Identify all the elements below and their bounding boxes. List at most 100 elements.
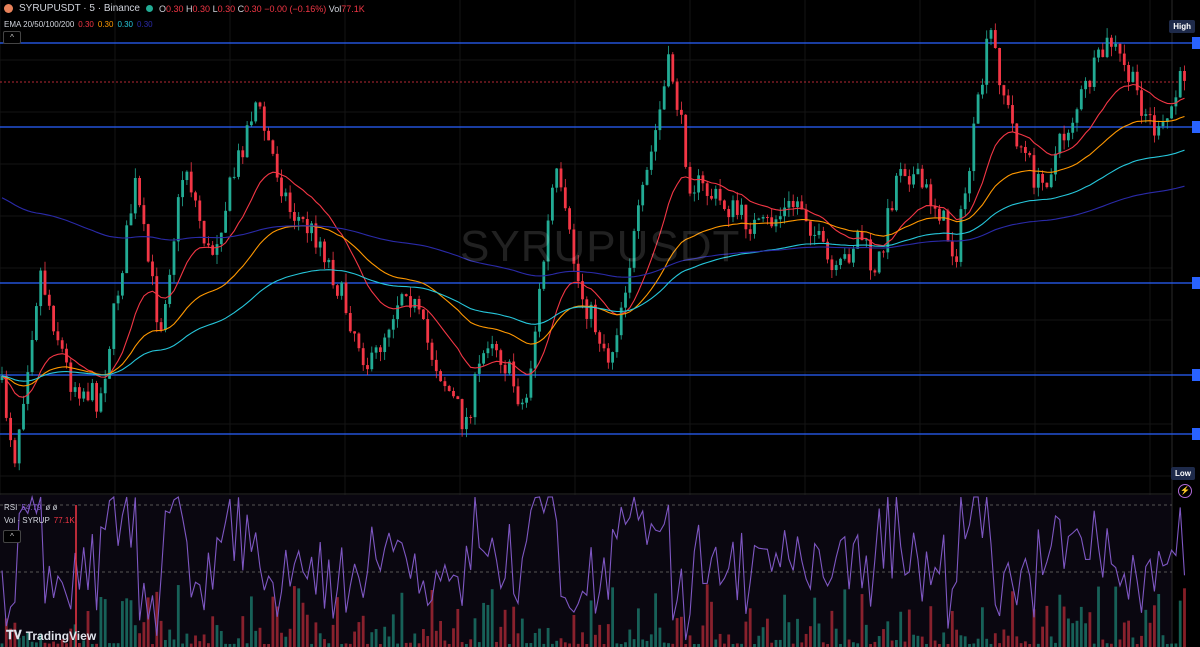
volume-bar xyxy=(727,634,731,647)
volume-bar xyxy=(121,601,124,647)
volume-bar xyxy=(1135,643,1139,647)
candle-body xyxy=(864,239,868,241)
candle-body xyxy=(327,259,331,263)
candle-body xyxy=(796,201,799,207)
candle-body xyxy=(336,285,339,296)
volume-bar xyxy=(1097,586,1100,647)
candle-body xyxy=(611,352,614,363)
volume-bar xyxy=(503,609,507,647)
candle-body xyxy=(890,208,894,211)
candle-body xyxy=(916,168,920,175)
volume-bar xyxy=(447,643,451,647)
volume-bar xyxy=(486,604,490,647)
candle-body xyxy=(374,347,378,353)
volume-bar xyxy=(1178,600,1182,647)
candle-body xyxy=(680,109,683,115)
volume-bar xyxy=(1006,635,1010,647)
candle-body xyxy=(1110,37,1113,47)
volume-bar xyxy=(1183,588,1186,647)
volume-bar xyxy=(770,642,774,647)
tradingview-logo-icon: 𝐓𝐕 xyxy=(6,628,22,642)
volume-bar xyxy=(860,594,864,647)
volume-bar xyxy=(602,643,606,647)
volume-bar xyxy=(821,642,825,647)
volume-bar xyxy=(39,633,43,647)
candle-body xyxy=(108,348,111,379)
volume-bar xyxy=(1118,639,1122,647)
candle-body xyxy=(783,207,786,217)
volume-bar xyxy=(1122,622,1126,647)
volume-bar xyxy=(112,643,116,647)
volume-bar xyxy=(35,642,38,647)
volume-bar xyxy=(757,635,761,647)
candle-body xyxy=(275,153,279,178)
volume-bar xyxy=(280,632,283,647)
volume-bar xyxy=(1170,643,1173,647)
volume-bar xyxy=(912,634,915,647)
rsi-panel xyxy=(0,495,1172,647)
volume-bar xyxy=(305,614,309,647)
candle-body xyxy=(228,177,232,211)
candle-body xyxy=(426,319,430,343)
candle-body xyxy=(314,223,318,248)
volume-bar xyxy=(9,628,12,647)
volume-bar xyxy=(1084,623,1087,647)
symbol-title[interactable]: SYRUPUSDT · 5 · Binance xyxy=(19,3,140,14)
candle-body xyxy=(791,201,795,207)
candle-body xyxy=(353,331,356,334)
candle-body xyxy=(830,259,834,271)
volume-bar xyxy=(17,637,21,647)
candle-body xyxy=(422,309,425,320)
high-label: High xyxy=(1169,20,1195,33)
candle-body xyxy=(430,342,434,360)
volume-bar xyxy=(942,632,946,647)
collapse-chevron-icon[interactable]: ^ xyxy=(3,31,21,44)
candle-body xyxy=(284,192,288,197)
candle-body xyxy=(710,195,713,199)
candle-body xyxy=(211,245,215,255)
ema-legend[interactable]: EMA 20/50/100/200 0.30 0.30 0.30 0.30 xyxy=(4,20,153,29)
candle-body xyxy=(1088,80,1092,87)
coin-icon xyxy=(4,4,13,13)
volume-bar xyxy=(671,643,675,647)
volume-legend[interactable]: Vol · SYRUP 77.1K xyxy=(4,516,75,525)
rsi-legend[interactable]: RSI 54.79 ø ø xyxy=(4,503,58,512)
volume-bar xyxy=(78,643,81,647)
candle-body xyxy=(1019,146,1023,148)
candle-body xyxy=(1002,85,1006,96)
candle-body xyxy=(520,402,524,405)
tradingview-logo[interactable]: 𝐓𝐕 TradingView xyxy=(6,628,97,643)
lightning-icon[interactable]: ⚡ xyxy=(1178,484,1192,498)
volume-bar xyxy=(430,590,434,647)
candle-body xyxy=(503,364,507,374)
candle-body xyxy=(1015,123,1019,147)
volume-bar xyxy=(151,643,154,647)
candle-body xyxy=(637,205,640,232)
candle-body xyxy=(714,188,718,199)
collapse-chevron-icon[interactable]: ^ xyxy=(3,530,21,543)
volume-bar xyxy=(774,639,778,647)
volume-bar xyxy=(740,643,743,647)
candle-body xyxy=(383,337,387,353)
candle-body xyxy=(1165,118,1169,123)
candle-body xyxy=(469,416,473,418)
candle-body xyxy=(972,123,976,172)
volume-bar xyxy=(899,611,903,647)
candle-body xyxy=(925,184,928,188)
candle-body xyxy=(538,288,541,332)
symbol-watermark: SYRUPUSDT xyxy=(460,222,741,271)
volume-bar xyxy=(1019,643,1023,647)
volume-bar xyxy=(843,589,847,647)
volume-bar xyxy=(271,596,275,647)
volume-bar xyxy=(895,640,898,647)
candle-body xyxy=(1148,114,1152,116)
candle-body xyxy=(1084,80,1087,90)
candle-body xyxy=(551,187,554,221)
candle-body xyxy=(1058,133,1062,154)
volume-bar xyxy=(499,626,503,647)
candle-body xyxy=(1036,173,1040,188)
volume-bar xyxy=(869,643,872,647)
volume-bar xyxy=(581,632,584,647)
candle-body xyxy=(224,210,227,233)
